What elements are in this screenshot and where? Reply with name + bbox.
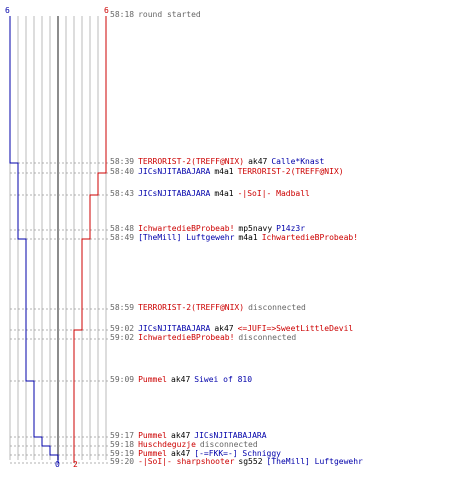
event-time: 58:39 [110,157,135,166]
event-row: 58:40 JICsNJITABAJARA m4a1 TERRORIST-2(TREF… [110,167,348,176]
event-time: 59:19 [110,449,135,458]
event-player-name: -|SoI|- sharpshooter [138,457,235,466]
event-weapon: m4a1 [214,189,234,198]
event-time: 58:49 [110,233,135,242]
blue-team-score-line [9,16,59,463]
blue-end-score: 0 [55,460,60,469]
event-row: 58:59 TERRORIST-2(TREFF@NIX) disconnected [110,303,310,312]
event-row: 58:49 [TheMill] Luftgewehr m4a1 Ichwartedie… [110,233,362,242]
event-player-name: [TheMill] Luftgewehr [266,457,363,466]
event-row: 59:20 -|SoI|- sharpshooter sg552 [TheMill] … [110,457,367,466]
event-time: 59:17 [110,431,135,440]
event-weapon: ak47 [248,157,268,166]
event-row: 59:19 Pummel ak47 [-=FKK=-] Schniggy [110,449,285,458]
event-player-name: IchwartedieBProbeab! [261,233,359,242]
event-time: 59:02 [110,333,135,342]
event-time: 58:40 [110,167,135,176]
event-player-name: Pummel [138,375,167,384]
event-player-name: TERRORIST-2(TREFF@NIX) [138,303,245,312]
event-player-name: Siwei of 810 [194,375,253,384]
event-player-name: JICsNJITABAJARA [138,189,211,198]
event-weapon: ak47 [171,449,191,458]
event-time: 58:18 [110,10,135,19]
blue-start-score: 6 [5,6,10,15]
event-player-name: JICsNJITABAJARA [194,431,267,440]
event-log: 58:18 round started 58:39 TERRORIST-2(TREFF… [110,0,450,500]
event-weapon: m4a1 [214,167,234,176]
score-timeline-chart: 6 6 0 2 [5,6,110,469]
event-row: 58:48 IchwartedieBProbeab! mp5navy P14z3r [110,224,309,233]
red-end-score: 2 [73,460,78,469]
event-player-name: -|SoI|- Madball [237,189,310,198]
event-row: 59:18 Huschdeguzje disconnected [110,440,262,449]
red-start-score: 6 [104,6,109,15]
red-team-score-line [73,16,107,463]
event-player-name: Calle*Knast [271,157,325,166]
event-player-name: P14z3r [276,224,306,233]
event-time: 58:59 [110,303,135,312]
event-time: 59:02 [110,324,135,333]
event-time: 59:09 [110,375,135,384]
event-weapon: mp5navy [238,224,273,233]
event-row: 59:02 JICsNJITABAJARA ak47 <=JUFI=>SweetLit… [110,324,357,333]
event-weapon: ak47 [171,431,191,440]
event-player-name: Pummel [138,449,167,458]
event-row: 59:02 IchwartedieBProbeab! disconnected [110,333,300,342]
event-time: 58:43 [110,189,135,198]
event-player-name: Pummel [138,431,167,440]
event-time: 59:20 [110,457,135,466]
event-status: disconnected [199,440,258,449]
event-row: 58:39 TERRORIST-2(TREFF@NIX) ak47 Calle*Kna… [110,157,328,166]
event-player-name: Huschdeguzje [138,440,196,449]
event-player-name: JICsNJITABAJARA [138,167,211,176]
event-player-name: IchwartedieBProbeab! [138,333,235,342]
event-row: 59:09 Pummel ak47 Siwei of 810 [110,375,256,384]
event-status: round started [138,10,201,19]
event-weapon: ak47 [171,375,191,384]
event-row: 58:18 round started [110,10,205,19]
event-tick-marks [10,162,110,464]
event-time: 59:18 [110,440,135,449]
event-weapon: sg552 [238,457,263,466]
event-player-name: JICsNJITABAJARA [138,324,211,333]
event-weapon: m4a1 [238,233,258,242]
event-player-name: <=JUFI=>SweetLittleDevil [237,324,354,333]
event-player-name: IchwartedieBProbeab! [138,224,235,233]
event-player-name: TERRORIST-2(TREFF@NIX) [138,157,245,166]
event-row: 58:43 JICsNJITABAJARA m4a1 -|SoI|- Madball [110,189,314,198]
event-weapon: ak47 [214,324,234,333]
timeline-grid [9,16,107,460]
event-player-name: TERRORIST-2(TREFF@NIX) [237,167,344,176]
event-row: 59:17 Pummel ak47 JICsNJITABAJARA [110,431,271,440]
event-player-name: [TheMill] Luftgewehr [138,233,235,242]
event-time: 58:48 [110,224,135,233]
event-player-name: [-=FKK=-] Schniggy [194,449,281,458]
event-status: disconnected [238,333,297,342]
event-status: disconnected [248,303,306,312]
